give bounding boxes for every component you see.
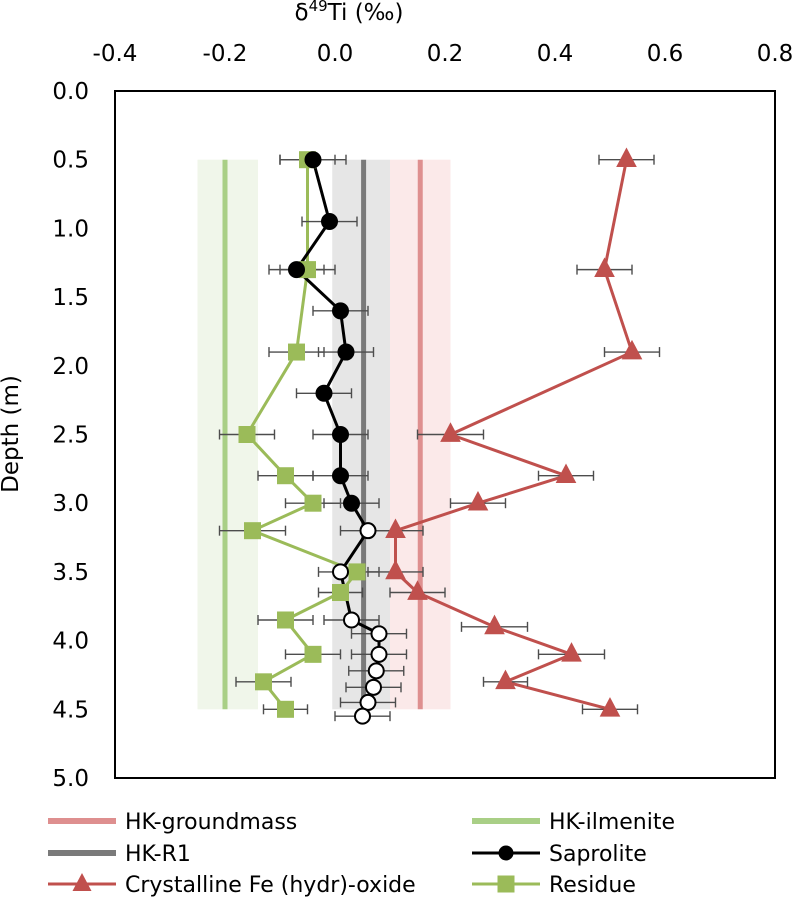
saprolite-point-7 <box>332 426 349 443</box>
residue-point-3 <box>288 343 305 361</box>
fe-oxide-point-7 <box>385 518 406 539</box>
residue-point-8 <box>348 563 366 581</box>
saprolite-point-2 <box>321 213 338 231</box>
y-tick-label: 3.0 <box>52 491 89 517</box>
fe-oxide-point-10 <box>484 614 505 635</box>
saprolite-point-12 <box>343 611 360 629</box>
saprolite-point-3 <box>288 261 305 279</box>
legend-label-4: Saprolite <box>549 842 647 867</box>
residue-point-7 <box>244 522 261 540</box>
saprolite-point-5 <box>337 343 355 361</box>
legend-label-6: Residue <box>549 873 636 898</box>
y-tick-label: 4.0 <box>52 629 89 655</box>
residue-point-6 <box>304 494 322 512</box>
fe-oxide-point-6 <box>467 490 489 511</box>
x-axis-title-rest: Ti (‰) <box>327 0 404 26</box>
fe-oxide-point-2 <box>594 257 615 277</box>
saprolite-point-15 <box>367 662 385 680</box>
legend-label-2: HK-ilmenite <box>549 810 675 835</box>
residue-point-5 <box>277 467 294 485</box>
legend-square-6-marker <box>497 875 515 893</box>
x-tick-label: 0.0 <box>317 41 354 67</box>
residue-point-10 <box>277 611 294 629</box>
x-axis-title: δ49Ti (‰) <box>294 0 403 26</box>
series-markers <box>238 147 643 725</box>
y-axis-title: Depth (m) <box>0 375 24 493</box>
y-tick-label: 5.0 <box>52 766 89 792</box>
saprolite-point-9 <box>343 494 360 512</box>
residue-point-11 <box>304 645 322 663</box>
y-tick-label: 4.5 <box>52 697 89 723</box>
residue-point-13 <box>277 700 294 718</box>
saprolite-point-8 <box>332 467 349 485</box>
saprolite-point-1 <box>304 151 322 169</box>
residue-point-12 <box>255 673 272 691</box>
saprolite-point-16 <box>365 678 382 696</box>
y-tick-label: 3.5 <box>52 560 89 586</box>
fe-oxide-point-11 <box>561 642 582 662</box>
y-tick-labels: 0.0 0.5 1.0 1.5 2.0 2.5 3.0 3.5 4.0 4.5 5.0 <box>52 79 89 792</box>
legend-triangle-5-marker <box>72 873 92 891</box>
y-tick-label: 1.0 <box>52 216 89 242</box>
x-tick-label: 0.8 <box>757 41 794 67</box>
legend-label-3: HK-R1 <box>125 842 191 867</box>
y-tick-label: 2.0 <box>52 354 89 380</box>
saprolite-point-11 <box>332 563 349 581</box>
residue-point-4 <box>238 426 256 443</box>
fe-oxide-point-1 <box>616 147 637 168</box>
x-axis-title-delta: δ <box>294 0 308 26</box>
legend: HK-groundmass HK-ilmenite HK-R1 Saprolite Cr… <box>48 810 675 898</box>
x-axis-title-superscript: 49 <box>309 0 328 15</box>
y-tick-label: 2.5 <box>52 423 89 449</box>
y-tick-label: 0.0 <box>52 79 89 105</box>
residue-point-9 <box>332 584 349 602</box>
saprolite-point-13 <box>370 625 388 643</box>
fe-oxide-point-5 <box>555 463 577 484</box>
fe-oxide-point-9 <box>407 580 428 600</box>
legend-label-1: HK-groundmass <box>125 810 297 835</box>
plot-frame <box>114 90 776 779</box>
x-tick-label: -0.4 <box>93 41 138 67</box>
y-tick-label: 1.5 <box>52 285 89 311</box>
legend-label-5: Crystalline Fe (hydr)-oxide <box>125 873 416 898</box>
x-tick-label: 0.2 <box>427 41 464 67</box>
x-tick-label: 0.6 <box>647 41 684 67</box>
saprolite-point-14 <box>370 645 388 663</box>
x-tick-label: -0.2 <box>203 41 248 67</box>
fe-oxide-point-8 <box>385 559 406 580</box>
fe-oxide-point-4 <box>440 422 461 442</box>
y-tick-label: 0.5 <box>52 148 89 174</box>
fe-oxide-point-3 <box>621 339 643 360</box>
x-tick-labels: -0.4 -0.2 0.0 0.2 0.4 0.6 0.8 <box>93 41 794 67</box>
legend-circle-4-marker <box>498 845 514 861</box>
fe-oxide-point-13 <box>599 697 621 717</box>
saprolite-point-4 <box>332 302 349 320</box>
saprolite-point-10 <box>359 522 377 540</box>
x-tick-label: 0.4 <box>537 41 574 67</box>
saprolite-point-6 <box>315 384 333 402</box>
fe-oxide-point-12 <box>495 669 516 690</box>
saprolite-point-18 <box>354 707 371 725</box>
